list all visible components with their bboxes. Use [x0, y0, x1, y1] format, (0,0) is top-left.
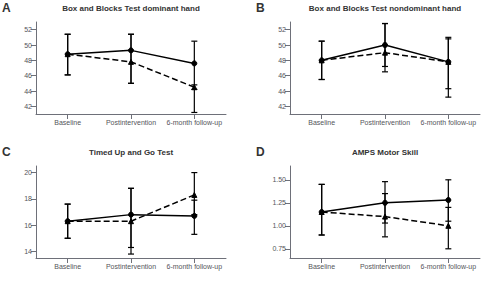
svg-text:42: 42	[24, 103, 32, 110]
svg-text:A: A	[2, 1, 11, 15]
svg-text:1.25: 1.25	[272, 199, 286, 206]
svg-text:D: D	[256, 145, 265, 159]
svg-text:52: 52	[24, 26, 32, 33]
svg-text:Baseline: Baseline	[308, 119, 335, 126]
svg-text:6-month follow-up: 6-month follow-up	[167, 119, 223, 127]
svg-text:50: 50	[24, 42, 32, 49]
svg-text:20: 20	[24, 169, 32, 176]
svg-text:Timed Up and Go Test: Timed Up and Go Test	[89, 148, 173, 157]
svg-text:44: 44	[24, 88, 32, 95]
svg-text:0.75: 0.75	[272, 245, 286, 252]
svg-text:Postintervention: Postintervention	[106, 263, 156, 270]
svg-text:6-month follow-up: 6-month follow-up	[421, 263, 477, 271]
svg-text:Baseline: Baseline	[308, 263, 335, 270]
svg-text:6-month follow-up: 6-month follow-up	[167, 263, 223, 271]
svg-text:46: 46	[24, 72, 32, 79]
svg-text:44: 44	[278, 88, 286, 95]
svg-text:16: 16	[24, 222, 32, 229]
svg-text:48: 48	[24, 57, 32, 64]
svg-text:18: 18	[24, 195, 32, 202]
svg-text:Postintervention: Postintervention	[106, 119, 156, 126]
svg-text:AMPS Motor Skill: AMPS Motor Skill	[352, 148, 418, 157]
svg-text:Baseline: Baseline	[54, 263, 81, 270]
svg-text:52: 52	[278, 26, 286, 33]
svg-text:42: 42	[278, 103, 286, 110]
svg-text:Baseline: Baseline	[54, 119, 81, 126]
svg-text:C: C	[2, 145, 11, 159]
svg-text:1.50: 1.50	[272, 176, 286, 183]
svg-text:Postintervention: Postintervention	[360, 263, 410, 270]
svg-text:Postintervention: Postintervention	[360, 119, 410, 126]
svg-text:50: 50	[278, 42, 286, 49]
svg-text:Box and Blocks Test dominant h: Box and Blocks Test dominant hand	[62, 4, 200, 13]
svg-text:1.00: 1.00	[272, 222, 286, 229]
svg-text:Box and Blocks Test nondominan: Box and Blocks Test nondominant hand	[309, 4, 461, 13]
svg-text:6-month follow-up: 6-month follow-up	[421, 119, 477, 127]
svg-text:B: B	[256, 1, 265, 15]
svg-text:14: 14	[24, 248, 32, 255]
svg-text:46: 46	[278, 72, 286, 79]
svg-text:48: 48	[278, 57, 286, 64]
